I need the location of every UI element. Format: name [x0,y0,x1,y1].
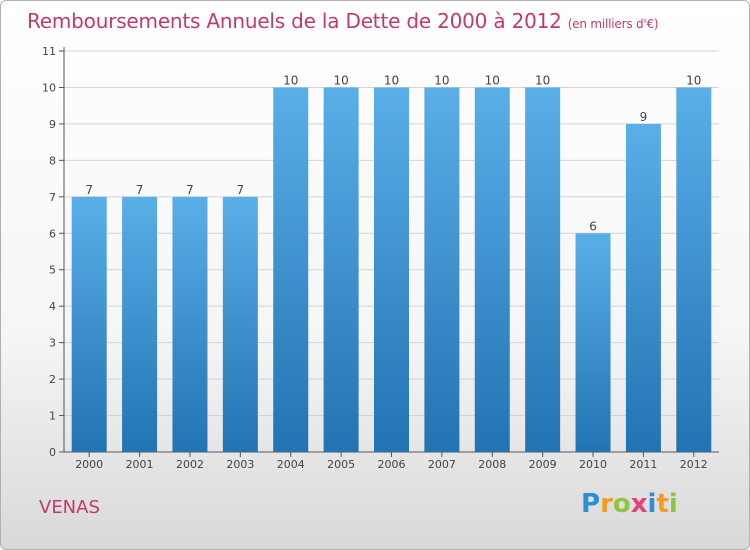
logo-letter: i [647,489,657,519]
bar-value-label: 10 [535,73,550,87]
bar-value-label: 7 [237,183,245,197]
x-tick-label: 2012 [680,458,708,471]
bar-value-label: 7 [136,183,144,197]
chart-title: Remboursements Annuels de la Dette de 20… [27,9,659,33]
x-tick-label: 2004 [277,458,305,471]
x-tick-label: 2007 [428,458,456,471]
bar [323,87,359,453]
logo-letter: i [668,489,678,519]
y-tick-label: 1 [49,410,56,423]
bar-value-label: 6 [589,219,597,233]
bar-value-label: 7 [85,183,93,197]
bar [625,123,661,452]
x-tick-label: 2009 [529,458,557,471]
x-tick-label: 2002 [176,458,204,471]
x-tick-label: 2003 [226,458,254,471]
bar [474,87,510,453]
bar [222,196,258,452]
bar-chart: 0 1 2 3 4 5 6 7 8 9 10 11 7 2000 7 2001 7 2002 7 2003 10 2004… [42,45,719,471]
x-tick-label: 2006 [378,458,406,471]
bar-value-label: 7 [186,183,194,197]
bar-value-label: 10 [485,73,500,87]
logo-letter: P [581,489,601,519]
y-tick-label: 10 [42,81,56,94]
x-tick-label: 2005 [327,458,355,471]
logo-letter: x [630,489,648,519]
bar-value-label: 10 [283,73,298,87]
bar [273,87,309,453]
y-tick-label: 11 [42,45,56,58]
y-tick-label: 7 [49,191,56,204]
y-tick-label: 9 [49,118,56,131]
y-tick-label: 0 [49,446,56,459]
y-tick-label: 5 [49,264,56,277]
bar-value-label: 10 [434,73,449,87]
bar [424,87,460,453]
bar [122,196,158,452]
bar-value-label: 9 [640,110,648,124]
commune-name: VENAS [39,497,100,518]
x-tick-label: 2000 [75,458,103,471]
y-tick-label: 2 [49,373,56,386]
bar-value-label: 10 [384,73,399,87]
chart-title-text: Remboursements Annuels de la Dette de 20… [27,9,562,33]
x-tick-label: 2010 [579,458,607,471]
logo-letter: o [612,489,631,519]
y-tick-label: 6 [49,227,56,240]
bar [575,233,611,452]
logo-letter: t [656,489,669,519]
proxiti-logo: Proxiti [581,489,678,519]
chart-unit: (en milliers d'€) [567,17,659,31]
bar [374,87,409,453]
bar [71,196,107,452]
bar [172,196,208,452]
x-tick-label: 2011 [629,458,657,471]
x-tick-label: 2001 [126,458,154,471]
y-tick-label: 3 [49,337,56,350]
x-tick-label: 2008 [478,458,506,471]
logo-letter: r [600,489,613,519]
bar-value-label: 10 [686,73,701,87]
bar-value-label: 10 [333,73,348,87]
bar [525,87,561,453]
bar [676,87,712,453]
y-tick-label: 8 [49,154,56,167]
y-tick-label: 4 [49,300,56,313]
